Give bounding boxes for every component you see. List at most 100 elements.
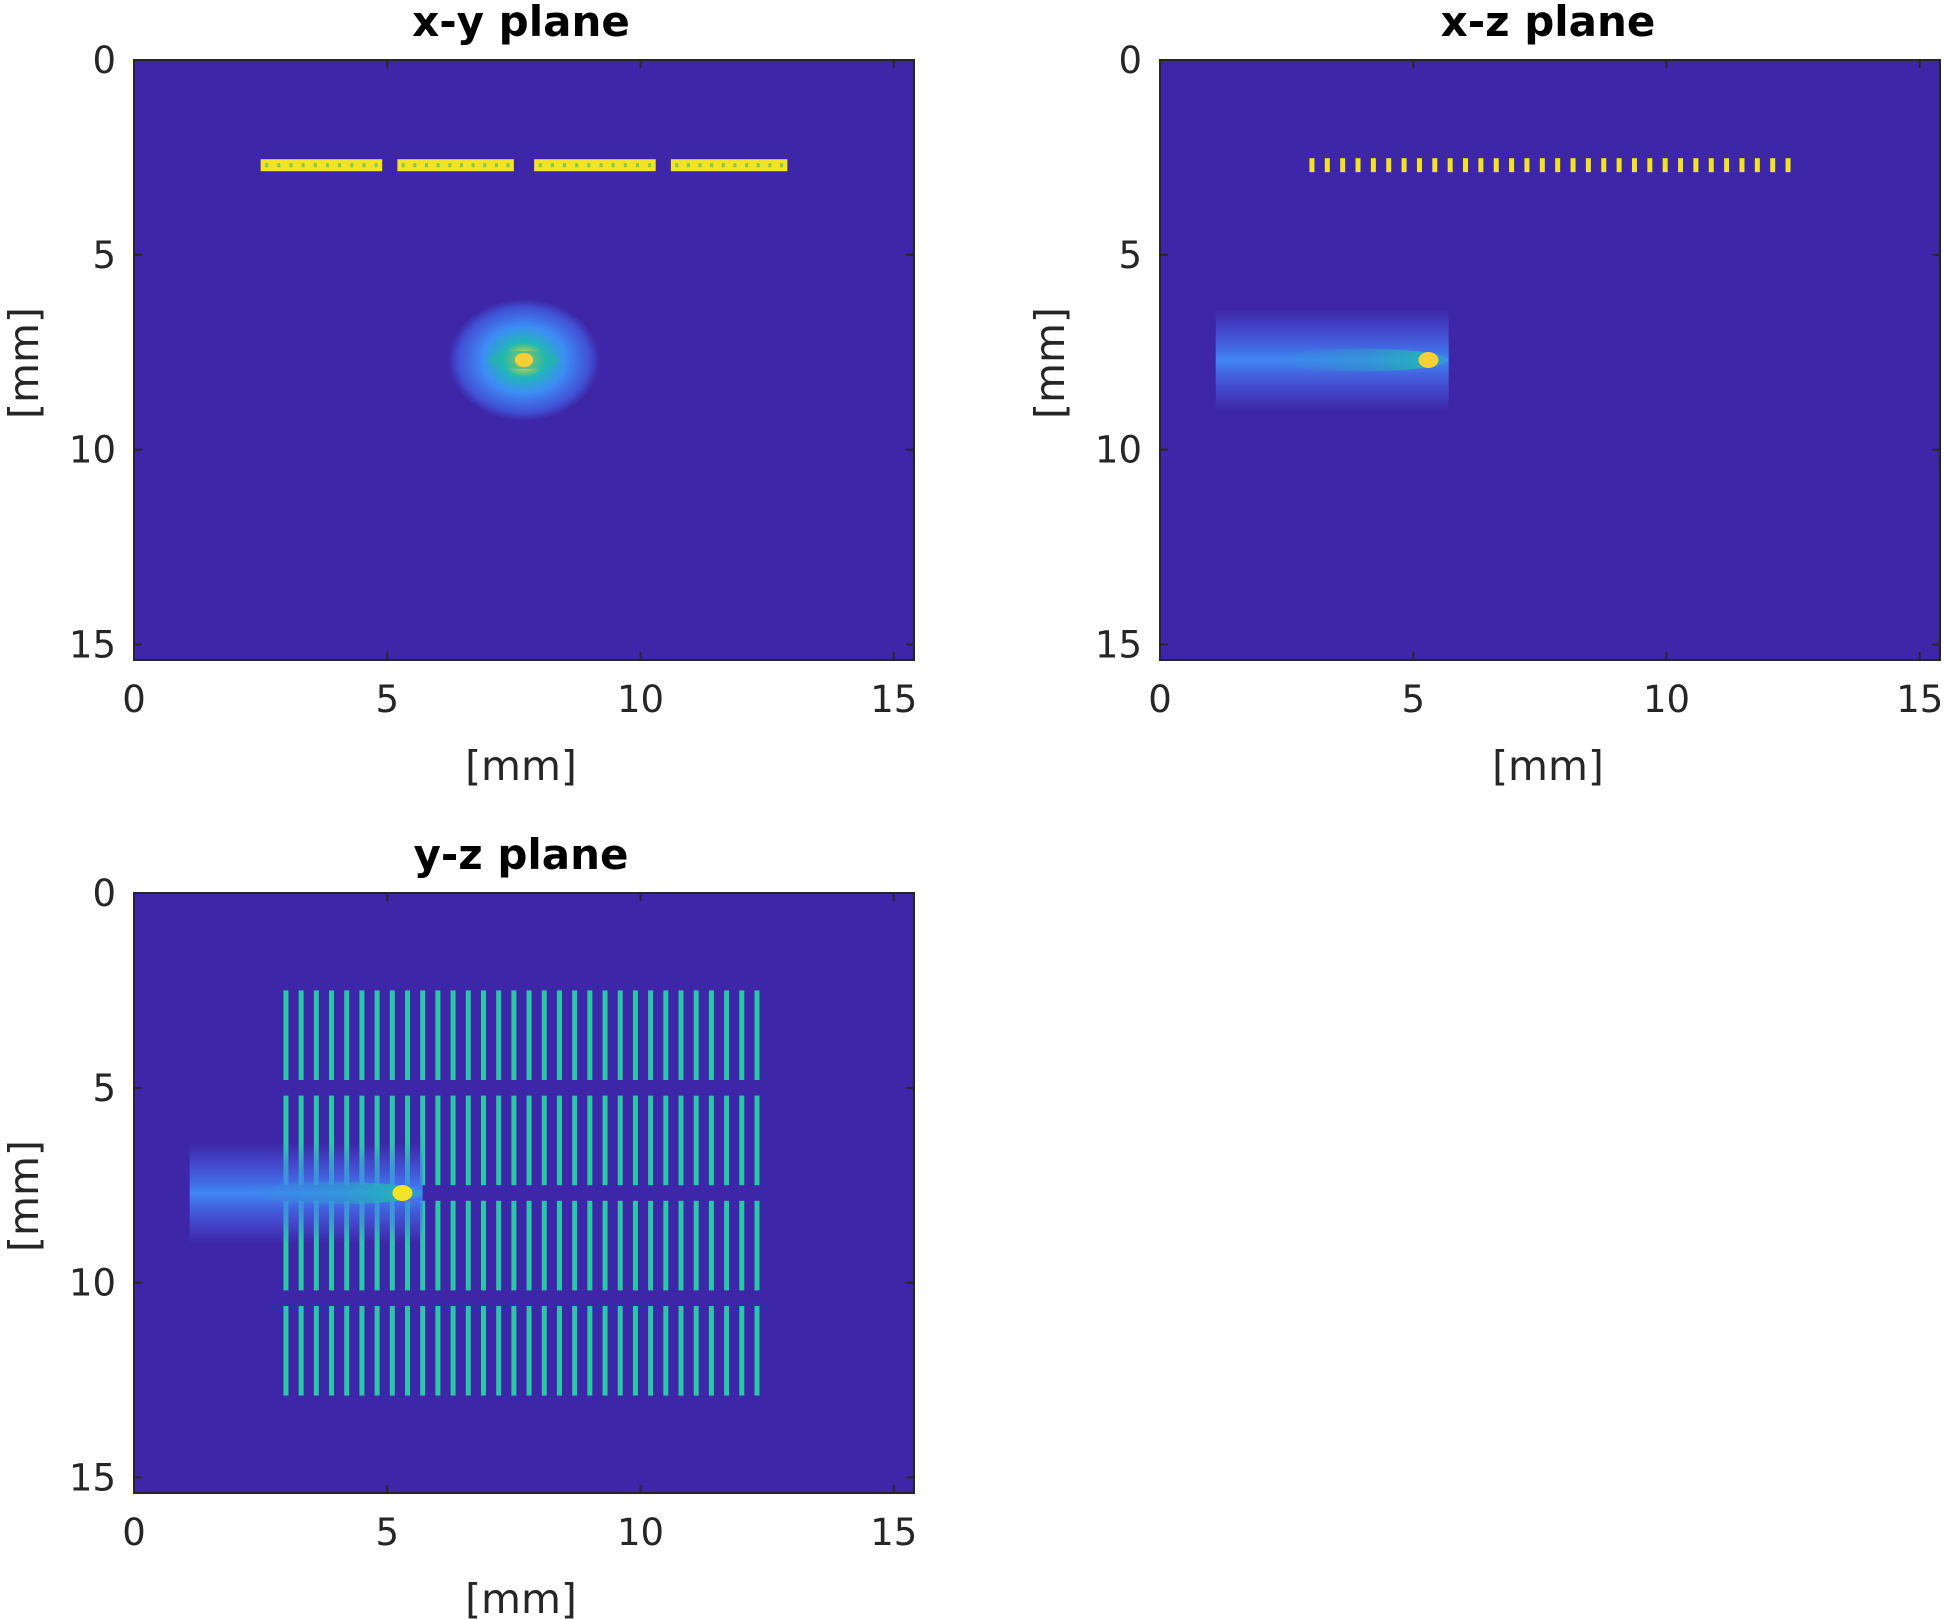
beam-core xyxy=(249,1181,423,1205)
element-dot xyxy=(413,163,417,168)
element-dot xyxy=(436,163,440,168)
element-column xyxy=(298,990,304,1081)
element-segment xyxy=(260,159,383,172)
element-column xyxy=(511,1095,517,1186)
element-column xyxy=(602,1305,608,1396)
element-dot xyxy=(1739,158,1745,173)
element-column xyxy=(465,1095,471,1186)
element-column xyxy=(450,1305,456,1396)
element-dot xyxy=(745,163,749,168)
element-column xyxy=(739,1200,745,1291)
element-column xyxy=(526,1200,532,1291)
element-column xyxy=(663,1095,669,1186)
element-column xyxy=(283,990,289,1081)
y-tick-label: 15 xyxy=(69,1456,116,1499)
element-column xyxy=(329,1200,335,1291)
element-column xyxy=(526,1095,532,1186)
element-dot xyxy=(648,163,652,168)
plot-title: x-y plane xyxy=(412,0,630,46)
y-tick-label: 10 xyxy=(69,429,116,472)
element-column xyxy=(435,990,441,1081)
element-column xyxy=(480,1200,486,1291)
element-column xyxy=(572,1095,578,1186)
element-column xyxy=(632,1305,638,1396)
x-axis-label: [mm] xyxy=(465,1575,577,1619)
element-dot xyxy=(1432,158,1438,173)
element-column xyxy=(344,1200,350,1291)
element-dot xyxy=(1785,158,1791,173)
element-column xyxy=(693,990,699,1081)
x-tick-label: 15 xyxy=(870,678,917,721)
element-column xyxy=(617,1200,623,1291)
element-column xyxy=(541,990,547,1081)
element-column xyxy=(480,990,486,1081)
beam-peak xyxy=(392,1185,413,1201)
element-segment xyxy=(670,159,788,172)
element-column xyxy=(389,1095,395,1186)
focal-peak xyxy=(515,353,533,367)
element-dot xyxy=(401,163,405,168)
element-column xyxy=(359,990,365,1081)
element-column xyxy=(587,1200,593,1291)
element-column xyxy=(724,990,730,1081)
element-dot xyxy=(471,163,475,168)
element-dot xyxy=(1570,158,1576,173)
element-column xyxy=(344,990,350,1081)
element-dot xyxy=(1524,158,1530,173)
element-dot xyxy=(623,163,627,168)
plot-title: y-z plane xyxy=(413,830,628,879)
element-dot xyxy=(506,163,510,168)
element-column xyxy=(648,990,654,1081)
element-column xyxy=(389,1305,395,1396)
element-column xyxy=(708,990,714,1081)
element-dot xyxy=(721,163,725,168)
element-dot xyxy=(1401,158,1407,173)
element-dot xyxy=(448,163,452,168)
element-column xyxy=(556,1095,562,1186)
element-column xyxy=(754,990,760,1081)
element-column xyxy=(648,1305,654,1396)
element-dot xyxy=(538,163,542,168)
element-dot xyxy=(494,163,498,168)
element-column xyxy=(617,1095,623,1186)
element-column xyxy=(480,1305,486,1396)
element-dot xyxy=(563,163,567,168)
element-column xyxy=(572,1305,578,1396)
element-column xyxy=(405,1200,411,1291)
element-column xyxy=(389,990,395,1081)
element-column xyxy=(693,1305,699,1396)
element-column xyxy=(526,1305,532,1396)
element-column xyxy=(420,1305,426,1396)
element-column xyxy=(420,1200,426,1291)
element-column xyxy=(708,1200,714,1291)
element-dot xyxy=(265,163,269,168)
element-dot xyxy=(301,163,305,168)
element-column xyxy=(511,1200,517,1291)
y-axis-label: [mm] xyxy=(0,307,48,419)
element-column xyxy=(602,1095,608,1186)
element-dot xyxy=(1616,158,1622,173)
element-dot xyxy=(1539,158,1545,173)
element-column xyxy=(465,990,471,1081)
element-dot xyxy=(1324,158,1330,173)
element-dot xyxy=(1754,158,1760,173)
element-dot xyxy=(374,163,378,168)
element-dot xyxy=(635,163,639,168)
y-tick-label: 5 xyxy=(92,234,116,277)
element-column xyxy=(708,1095,714,1186)
element-dot xyxy=(1386,158,1392,173)
element-column xyxy=(632,1095,638,1186)
element-column xyxy=(739,990,745,1081)
element-column xyxy=(663,990,669,1081)
element-dot xyxy=(1647,158,1653,173)
element-column xyxy=(724,1095,730,1186)
element-dot xyxy=(1601,158,1607,173)
element-column xyxy=(556,1200,562,1291)
element-dot xyxy=(756,163,760,168)
element-column xyxy=(632,1200,638,1291)
